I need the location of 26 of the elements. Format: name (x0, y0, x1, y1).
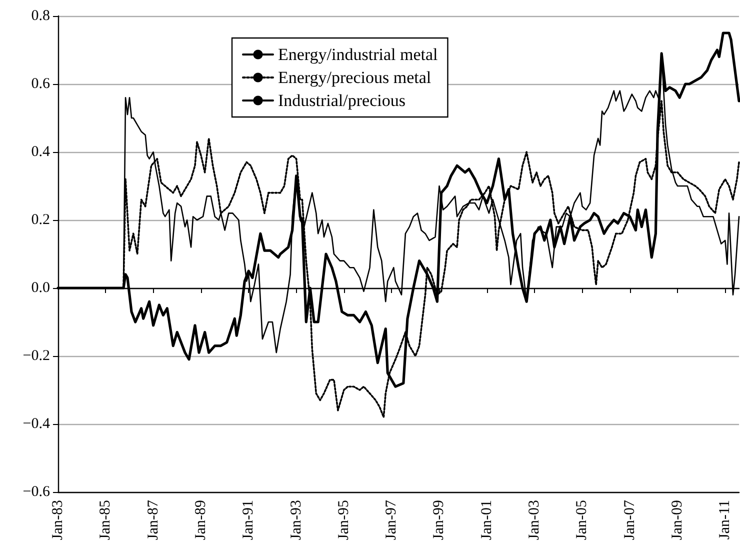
x-tick-label: Jan-83 (50, 500, 66, 540)
x-tick-label: Jan-95 (336, 500, 352, 540)
legend-label: Energy/industrial metal (278, 45, 438, 64)
x-tick-label: Jan-05 (574, 500, 590, 540)
y-tick-label: 0.8 (31, 8, 50, 24)
y-tick-label: 0.2 (31, 212, 50, 228)
x-tick-label: Jan-11 (717, 500, 734, 540)
x-tick-label: Jan-09 (670, 500, 686, 540)
x-tick-label: Jan-99 (431, 500, 448, 540)
y-tick-label: −0.2 (22, 348, 50, 364)
x-tick-label: Jan-07 (622, 500, 638, 540)
x-tick-label: Jan-01 (478, 500, 495, 540)
y-tick-label: 0.4 (31, 144, 50, 160)
legend-label: Energy/precious metal (278, 68, 432, 87)
x-tick-label: Jan-85 (98, 500, 114, 540)
y-tick-label: −0.6 (22, 484, 50, 500)
x-tick-label: Jan-97 (384, 500, 400, 540)
y-tick-label: −0.4 (22, 416, 50, 432)
x-tick-label: Jan-89 (193, 500, 209, 540)
legend-label: Industrial/precious (278, 91, 406, 110)
x-tick-label: Jan-87 (145, 500, 162, 540)
x-tick-label: Jan-93 (288, 500, 304, 540)
x-tick-label: Jan-03 (526, 500, 543, 540)
y-tick-label: 0.0 (31, 280, 50, 296)
y-tick-label: 0.6 (31, 76, 50, 92)
x-tick-label: Jan-91 (240, 500, 257, 540)
